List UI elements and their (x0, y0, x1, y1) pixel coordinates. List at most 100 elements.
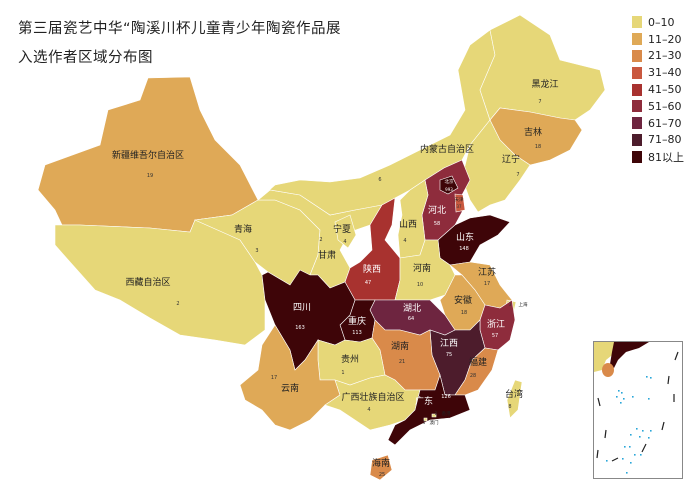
island-dot (630, 462, 632, 464)
region-name-xinjiang: 新疆维吾尔自治区 (112, 149, 184, 161)
region-name-jiangsu: 江苏 (478, 266, 496, 278)
region-beijing[interactable] (439, 175, 459, 195)
island-dot (616, 396, 618, 398)
legend-item: 71–80 (632, 132, 684, 149)
region-name-beijing: 北京 (445, 178, 454, 185)
legend-swatch (632, 33, 642, 46)
region-value-jilin: 18 (535, 144, 541, 150)
island-dot (639, 436, 641, 438)
region-name-gansu: 甘肃 (318, 249, 336, 261)
region-name-sichuan: 四川 (293, 303, 311, 313)
region-value-ningxia: 4 (343, 239, 346, 245)
region-tianjin[interactable] (454, 193, 466, 213)
map-title-line2: 入选作者区域分布图 (18, 50, 153, 66)
island-dot (636, 428, 638, 430)
region-name-zhejiang: 浙江 (487, 318, 505, 330)
region-hainan[interactable] (369, 454, 393, 481)
region-xizang[interactable] (54, 214, 266, 346)
legend-swatch (632, 83, 642, 96)
region-name-liaoning: 辽宁 (502, 153, 520, 165)
legend-label: 0–10 (648, 15, 675, 29)
region-value-shaanxi: 47 (365, 280, 371, 286)
legend-swatch (632, 49, 642, 62)
island-dot (632, 396, 634, 398)
south-china-sea-inset (593, 341, 683, 479)
legend-swatch (632, 150, 642, 163)
region-value-zhejiang: 57 (492, 333, 498, 339)
region-value-gansu: 2 (319, 237, 322, 243)
region-name-hainan: 海南 (372, 457, 390, 469)
island-dot (606, 460, 608, 462)
island-dot (648, 437, 650, 439)
region-name-qinghai: 青海 (234, 223, 252, 235)
island-dot (622, 458, 624, 460)
region-name-xianggang: 香港 (442, 410, 451, 417)
inset-islands (606, 376, 652, 474)
island-dot (623, 398, 625, 400)
region-value-hainan: 25 (379, 472, 385, 478)
region-value-xianggang: 2 (435, 411, 438, 416)
region-value-beijing: 993 (445, 187, 453, 192)
region-value-liaoning: 7 (516, 172, 519, 178)
region-value-heilongjiang: 7 (538, 99, 541, 105)
region-value-shandong: 148 (459, 246, 469, 252)
inset-guangdong (610, 342, 649, 368)
legend-swatch (632, 66, 642, 79)
region-value-tianjin: 37 (456, 204, 462, 209)
legend-item: 51–60 (632, 98, 684, 115)
legend-label: 51–60 (648, 99, 682, 113)
region-value-neimenggu: 6 (378, 177, 381, 183)
legend-item: 21–30 (632, 48, 684, 65)
region-heilongjiang[interactable] (479, 14, 606, 121)
legend-item: 81以上 (632, 148, 684, 165)
region-ningxia[interactable] (334, 214, 357, 249)
region-name-fujian: 福建 (469, 356, 487, 368)
region-name-heilongjiang: 黑龙江 (531, 78, 558, 90)
legend-label: 41–50 (648, 83, 682, 97)
region-value-hebei: 58 (434, 221, 440, 227)
region-value-guangdong: 126 (441, 394, 451, 400)
legend-label: 71–80 (648, 133, 682, 147)
region-name-tianjin: 天津 (455, 196, 464, 203)
island-dot (618, 390, 620, 392)
region-name-hebei: 河北 (428, 204, 446, 216)
map-title-line1: 第三届瓷艺中华“陶溪川杯儿童青少年陶瓷作品展 (18, 21, 342, 37)
legend-item: 11–20 (632, 31, 684, 48)
region-name-shanghai: 上海 (519, 301, 528, 308)
legend-swatch (632, 100, 642, 113)
legend-swatch (632, 133, 642, 146)
region-value-guangxi: 4 (367, 407, 370, 413)
region-name-guizhou: 贵州 (341, 353, 359, 365)
region-name-aomen: 澳门 (430, 419, 439, 426)
region-value-hunan: 21 (399, 359, 405, 365)
island-dot (642, 430, 644, 432)
region-value-aomen: 1 (423, 420, 426, 425)
region-fujian[interactable] (454, 347, 499, 396)
region-name-jilin: 吉林 (524, 126, 542, 138)
region-name-chongqing: 重庆 (348, 315, 366, 327)
island-dot (646, 376, 648, 378)
region-liaoning[interactable] (461, 119, 531, 213)
region-xianggang[interactable] (431, 413, 437, 418)
island-dot (624, 446, 626, 448)
region-name-guangdong: 广东 (415, 395, 433, 407)
region-name-hunan: 湖南 (391, 340, 409, 352)
island-dot (650, 377, 652, 379)
legend: 0–10 11–20 21–30 31–40 41–50 51–60 61–70 71–80 8… (632, 14, 684, 165)
region-value-qinghai: 3 (255, 248, 258, 254)
region-value-hubei: 64 (408, 316, 414, 322)
region-name-guangxi: 广西壮族自治区 (341, 391, 404, 403)
region-name-henan: 河南 (413, 262, 431, 274)
region-aomen[interactable] (423, 417, 428, 422)
region-guangdong[interactable] (387, 373, 471, 446)
region-value-shanghai: 3 (509, 302, 512, 307)
region-value-fujian: 28 (470, 373, 476, 379)
dash-line (596, 351, 679, 462)
island-dot (620, 402, 622, 404)
island-dot (640, 454, 642, 456)
island-dot (626, 472, 628, 474)
region-name-jiangxi: 江西 (440, 338, 458, 349)
region-taiwan[interactable] (506, 379, 523, 419)
island-dot (621, 392, 623, 394)
